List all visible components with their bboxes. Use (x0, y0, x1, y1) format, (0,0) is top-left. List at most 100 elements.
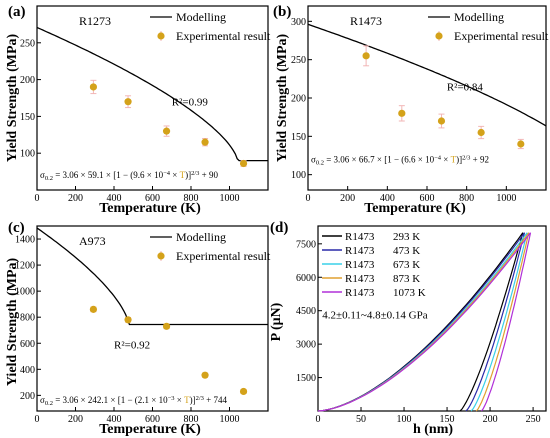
legend-model-label: Modelling (176, 10, 226, 24)
equation-part: 0.2 (45, 400, 53, 407)
y-tick-label: 150 (20, 112, 35, 123)
data-point (477, 128, 485, 137)
equation-part: × (170, 170, 180, 180)
panel-d-xlabel: h (nm) (413, 422, 453, 437)
x-tick-label: 0 (316, 414, 321, 425)
equation-part: σ (40, 170, 45, 180)
equation-part: T (180, 170, 186, 180)
equation-part: −4 (163, 170, 171, 177)
panel-b-label: (b) (273, 4, 291, 20)
y-tick-label: 100 (291, 170, 306, 181)
equation-part: + 744 (204, 395, 228, 405)
data-point (201, 138, 209, 146)
data-point (162, 322, 171, 330)
legend-point-swatch (435, 32, 443, 40)
panel-b: (b) Yield Strength (MPa) Temperature (K)… (273, 4, 549, 216)
panel-d-ylabel: P (μN) (269, 302, 284, 341)
model-curve (36, 26, 268, 162)
r-squared-label: R²=0.99 (172, 96, 209, 108)
data-point (162, 127, 171, 135)
panel-a-ylabel: Yield Strength (MPa) (5, 34, 20, 163)
r-squared-label: R²=0.92 (114, 339, 150, 351)
legend-series-temp: 673 K (393, 259, 420, 271)
equation-part: )] (190, 395, 196, 405)
panel-a: (a) Yield Strength (MPa) Temperature (K)… (5, 4, 271, 216)
y-tick-label: 1400 (15, 235, 35, 246)
x-tick-label: 50 (356, 414, 366, 425)
legend-point-swatch (157, 32, 165, 40)
x-tick-label: 600 (420, 193, 435, 204)
legend-point-swatch (157, 252, 165, 260)
legend-series-temp: 293 K (393, 231, 420, 243)
equation-part: 0.2 (45, 175, 53, 182)
panel-c-xlabel: Temperature (K) (99, 422, 201, 437)
y-tick-label: 1200 (15, 261, 35, 272)
panel-b-xlabel: Temperature (K) (364, 201, 466, 216)
x-tick-label: 800 (459, 193, 474, 204)
equation-part: = 3.06 × 66.7 × [1 − (6.6 × 10 (324, 154, 435, 164)
unloading-curve (475, 232, 530, 412)
equation-part: 2/3 (196, 395, 204, 402)
equation-part: × (441, 154, 451, 164)
legend-series-temp: 473 K (393, 245, 420, 257)
x-tick-label: 400 (107, 414, 122, 425)
legend-exp-label: Experimental result (176, 249, 271, 263)
x-tick-label: 250 (526, 414, 541, 425)
r-squared-label: R²=0.84 (447, 81, 484, 93)
data-point (239, 387, 248, 396)
model-equation: σ0.2 = 3.06 × 242.1 × [1 − (2.1 × 10−3 ×… (40, 395, 227, 407)
legend-exp-label: Experimental result (454, 29, 549, 43)
y-tick-label: 400 (20, 365, 35, 376)
panel-a-plot: 0 200 400 600 800 1000 100 150 200 250 R1273 Modell… (20, 5, 271, 204)
x-tick-label: 1000 (220, 193, 240, 204)
x-tick-label: 800 (184, 193, 199, 204)
equation-part: = 3.06 × 242.1 × [1 − (2.1 × 10 (53, 395, 168, 405)
panel-3-frame (317, 225, 547, 412)
legend-model-label: Modelling (176, 230, 226, 244)
data-point (517, 140, 525, 148)
legend-series-name: R1473 (345, 245, 375, 257)
equation-part: 2/3 (191, 170, 199, 177)
y-tick-label: 600 (20, 339, 35, 350)
panel-b-plot: 0 200 400 600 800 1000 100 150 200 250 300 R1473 Mod… (291, 5, 549, 204)
legend-model-label: Modelling (454, 10, 504, 24)
unloading-curve (470, 232, 528, 412)
inner-title: R1273 (79, 14, 111, 28)
data-point (362, 52, 370, 60)
x-tick-label: 200 (68, 193, 83, 204)
x-tick-label: 200 (340, 193, 355, 204)
legend-series-temp: 1073 K (393, 287, 426, 299)
data-point (239, 159, 248, 168)
x-tick-label: 200 (483, 414, 498, 425)
data-point (398, 109, 406, 117)
equation-part: × (175, 395, 185, 405)
y-tick-label: 200 (20, 391, 35, 402)
equation-part: )] (456, 154, 462, 164)
panel-c-label: (c) (8, 220, 25, 236)
x-tick-label: 100 (397, 414, 412, 425)
y-tick-label: 250 (291, 55, 306, 66)
equation-part: 2/3 (462, 154, 470, 161)
y-tick-label: 3000 (296, 340, 316, 351)
data-point (124, 316, 132, 324)
legend-series-name: R1473 (345, 287, 375, 299)
y-tick-label: 150 (291, 132, 306, 143)
y-tick-label: 1500 (296, 373, 316, 384)
panel-d-label: (d) (270, 220, 288, 236)
y-tick-label: 4500 (296, 306, 316, 317)
panel-d-plot: 0 50 100 150 200 250 1500 3000 4500 6000 7500 R1473… (296, 225, 547, 425)
inner-title: A973 (79, 234, 106, 248)
y-tick-label: 250 (20, 38, 35, 49)
equation-part: σ (40, 395, 45, 405)
y-tick-label: 100 (20, 149, 35, 160)
equation-part: + 90 (199, 170, 218, 180)
panel-b-ylabel: Yield Strength (MPa) (275, 34, 290, 163)
data-point (89, 83, 98, 91)
hardness-label: 4.2±0.11~4.8±0.14 GPa (322, 310, 427, 322)
y-tick-label: 6000 (296, 273, 316, 284)
x-tick-label: 400 (107, 193, 122, 204)
panel-c-plot: 0 200 400 600 800 1000 200 400 600 800 1000 1200 140… (15, 225, 271, 425)
x-tick-label: 800 (184, 414, 199, 425)
legend-series-name: R1473 (345, 231, 375, 243)
x-tick-label: 400 (380, 193, 395, 204)
